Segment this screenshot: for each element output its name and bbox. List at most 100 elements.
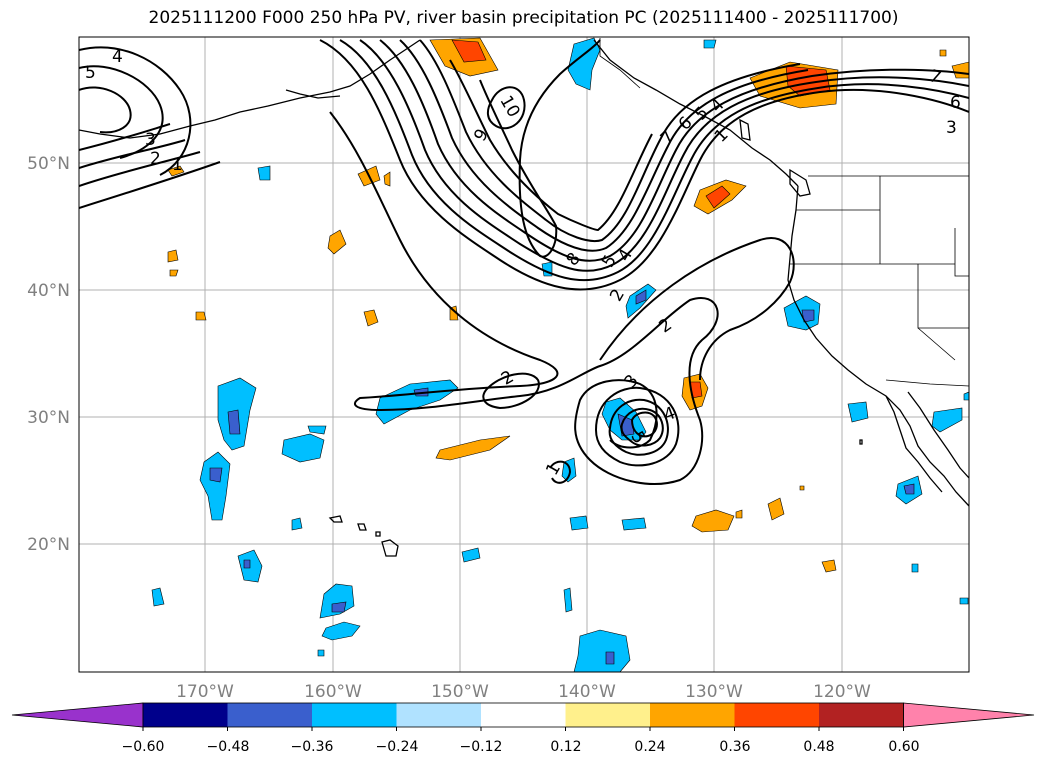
precip-negative (281, 433, 325, 463)
colorbar-segment (565, 703, 651, 727)
colorbar-tick-label: 0.36 (719, 739, 750, 755)
precip-negative (317, 649, 325, 657)
pv-contour (449, 59, 653, 232)
precip-negative (319, 583, 355, 619)
colorbar-tick-label: −0.24 (376, 739, 419, 755)
precip-positive (169, 269, 179, 277)
lon-tick-label: 150°W (431, 682, 489, 702)
colorbar-extend-low (11, 702, 144, 728)
pv-contour (599, 237, 795, 381)
colorbar-tick-label: −0.36 (291, 739, 334, 755)
precip-positive (951, 61, 969, 79)
pv-label: 3 (145, 130, 156, 150)
precip-negative (151, 587, 165, 607)
lat-tick-label: 30°N (27, 408, 70, 428)
colorbar-segment (650, 703, 735, 727)
precip-negative (931, 407, 963, 433)
coastline-west-us (787, 185, 969, 507)
colorbar-extend-high (903, 702, 1035, 728)
island-hawaii (328, 515, 343, 523)
precip-negative (903, 483, 915, 495)
pv-contour (399, 39, 809, 252)
island-hawaii (375, 531, 381, 537)
lat-tick-label: 50°N (27, 154, 70, 174)
precip-positive (451, 39, 487, 63)
pv-contour (79, 123, 171, 151)
precip-positive (705, 185, 731, 209)
colorbar-tick-label: 0.12 (550, 739, 581, 755)
precipitation-shading (151, 37, 969, 672)
precip-positive (167, 249, 179, 263)
pv-contour (329, 111, 719, 485)
pv-contour (620, 407, 664, 447)
precip-positive (821, 559, 837, 573)
pv-contour (79, 65, 164, 159)
colorbar-segment (819, 703, 904, 727)
coastlines (79, 39, 969, 557)
pv-contour (79, 151, 201, 187)
border-nevada (917, 264, 969, 329)
precip-positive (195, 311, 207, 321)
precip-negative (963, 391, 969, 401)
island-hawaii (381, 539, 399, 557)
pv-contour (479, 39, 601, 258)
colorbar-ticks (142, 727, 904, 731)
border-utah (954, 228, 969, 277)
pv-label: 6 (950, 93, 961, 113)
pv-contour (594, 386, 680, 467)
pv-contour (79, 161, 221, 209)
pv-label: 1 (172, 155, 183, 175)
colorbar-segments (11, 702, 1035, 728)
map-frame (78, 36, 970, 673)
lon-tick-label: 170°W (176, 682, 234, 702)
island-guadalupe (859, 439, 863, 445)
precip-negative (321, 621, 361, 641)
colorbar-tick-labels: −0.60 −0.48 −0.36 −0.24 −0.12 0.12 0.24 … (122, 739, 920, 755)
precip-negative (243, 559, 251, 569)
precip-negative (847, 401, 869, 423)
colorbar: −0.60 −0.48 −0.36 −0.24 −0.12 0.12 0.24 … (11, 702, 1035, 755)
lat-tick-label: 40°N (27, 281, 70, 301)
precip-negative (573, 629, 631, 672)
pv-contours (79, 39, 969, 485)
colorbar-outline (142, 702, 904, 728)
precip-negative (635, 289, 647, 305)
pv-contour (630, 411, 658, 438)
colorbar-segment (481, 703, 566, 727)
political-borders (599, 38, 969, 387)
lon-tick-label: 140°W (558, 682, 616, 702)
pv-contour (359, 39, 969, 272)
island-hawaii (357, 523, 367, 531)
precip-negative (257, 165, 271, 181)
pv-contour (549, 460, 572, 484)
pv-label: 10 (495, 92, 523, 121)
precip-positive (383, 171, 391, 187)
precip-negative (567, 37, 601, 91)
precip-positive (435, 435, 511, 461)
pv-label: 2 (150, 149, 161, 169)
precip-negative (621, 517, 647, 531)
colorbar-segment (396, 703, 482, 727)
pv-label: 5 (85, 63, 96, 83)
coastline-gulf (907, 391, 969, 479)
pv-label: 6 (675, 113, 697, 135)
precip-positive (939, 49, 947, 57)
border-mex (885, 379, 969, 387)
precip-positive (327, 229, 347, 255)
axis-tick-labels: 50°N 40°N 30°N 20°N 170°W 160°W 150°W 14… (27, 154, 871, 702)
pv-label: 4 (112, 47, 123, 67)
precip-negative (209, 467, 223, 483)
border-alaska-canada (599, 38, 641, 89)
colorbar-tick-label: 0.60 (888, 739, 919, 755)
colorbar-segment (312, 703, 397, 727)
precip-negative (331, 601, 347, 613)
precip-negative (291, 517, 303, 531)
lon-tick-label: 130°W (685, 682, 743, 702)
pv-contour (319, 39, 969, 291)
colorbar-tick-label: 0.24 (634, 739, 665, 755)
pv-contour (482, 372, 540, 410)
precip-positive (167, 165, 185, 177)
pv-label: 9 (470, 126, 493, 145)
precip-negative (911, 563, 919, 573)
coastline-baja (885, 395, 943, 493)
